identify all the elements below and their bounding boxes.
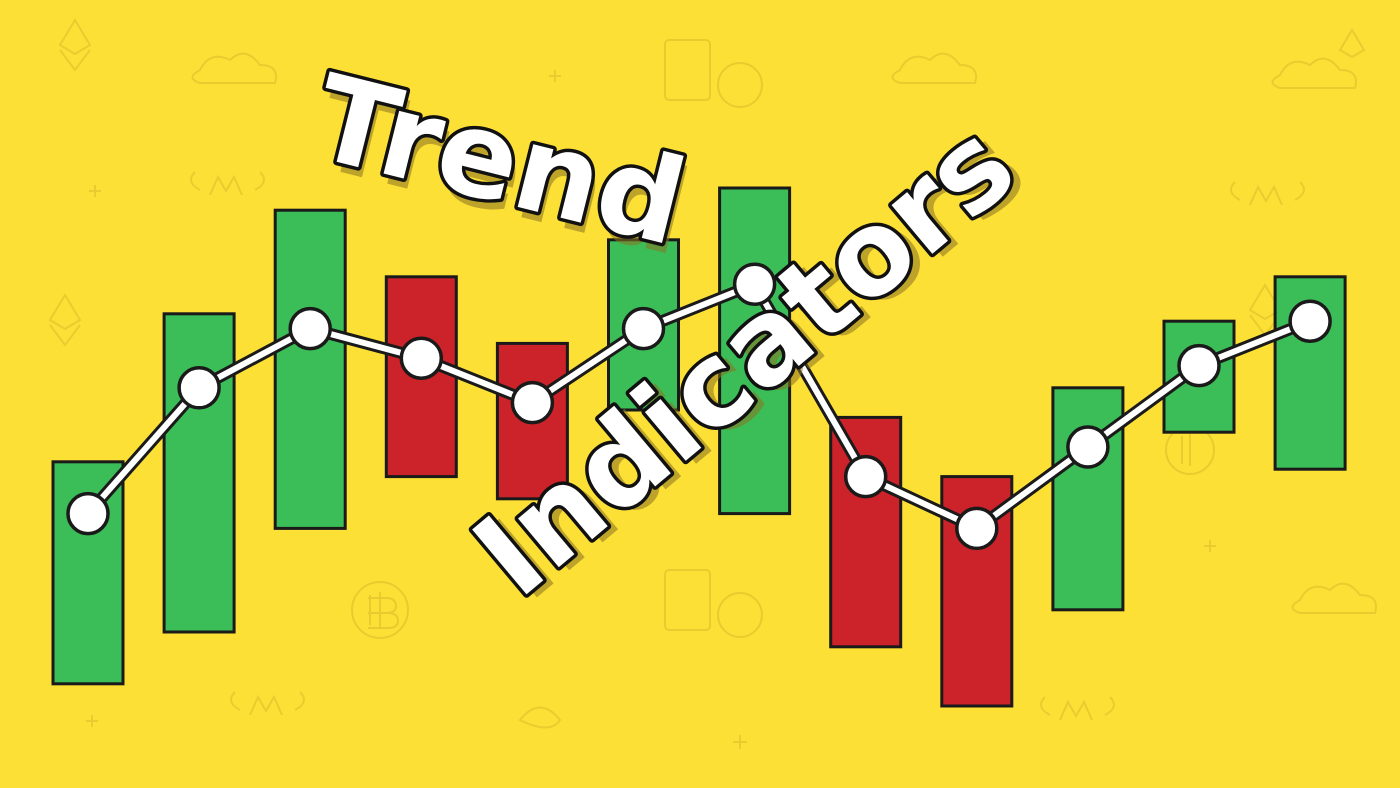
candle-up: [1051, 386, 1125, 612]
trend-point: [66, 491, 110, 536]
candle-up: [162, 312, 236, 634]
trend-point: [621, 306, 666, 351]
trend-point: [1288, 299, 1332, 343]
sparkle-icon: [86, 70, 1216, 749]
trend-point: [955, 506, 999, 551]
trend-point: [843, 454, 888, 499]
trend-point: [510, 380, 555, 425]
trend-point: [732, 262, 777, 306]
doodle-pattern: [48, 18, 1377, 749]
trend-point: [399, 336, 444, 380]
bitcoin-icon: [351, 425, 1215, 639]
candle-up: [273, 208, 347, 530]
wallet-doodle: [664, 39, 763, 638]
trend-point: [288, 306, 332, 351]
trend-point: [1066, 425, 1110, 469]
candle-down: [829, 415, 903, 649]
cloud-icon: [191, 52, 1377, 614]
winged-coin-icon: [190, 171, 1305, 729]
trend-line-group: [66, 262, 1332, 551]
trend-point: [177, 366, 221, 410]
trend-point: [1177, 343, 1221, 388]
